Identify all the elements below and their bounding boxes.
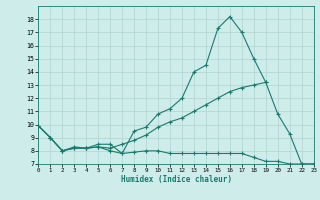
X-axis label: Humidex (Indice chaleur): Humidex (Indice chaleur) — [121, 175, 231, 184]
